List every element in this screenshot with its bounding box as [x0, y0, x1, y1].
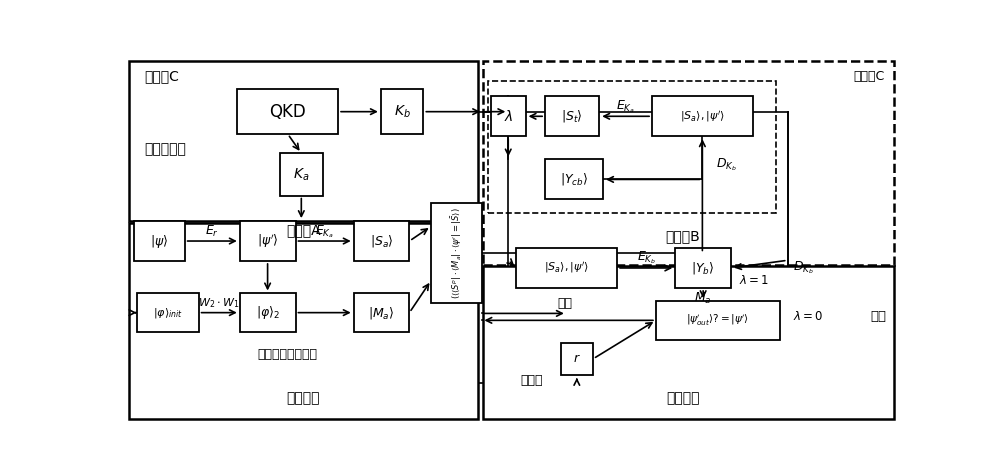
Text: $E_{K_a}$: $E_{K_a}$ [616, 98, 635, 114]
Text: $|\psi'\rangle$: $|\psi'\rangle$ [257, 232, 278, 250]
Text: 仲裁者C: 仲裁者C [853, 70, 885, 83]
Bar [545, 160, 603, 200]
Text: $\lambda=1$: $\lambda=1$ [739, 274, 769, 287]
Text: $|\varphi\rangle_2$: $|\varphi\rangle_2$ [256, 304, 280, 321]
Text: QKD: QKD [269, 103, 306, 121]
Bar [431, 203, 482, 304]
Text: $|\psi_{out}'\rangle?=|\psi'\rangle$: $|\psi_{out}'\rangle?=|\psi'\rangle$ [686, 313, 749, 328]
Bar [545, 96, 599, 136]
Text: $|S_a\rangle,|\psi'\rangle$: $|S_a\rangle,|\psi'\rangle$ [544, 260, 589, 276]
Text: $|S_a\rangle$: $|S_a\rangle$ [370, 233, 393, 249]
Bar [675, 248, 731, 288]
Bar [652, 96, 753, 136]
Bar [491, 96, 526, 136]
Text: $\lambda=0$: $\lambda=0$ [793, 310, 824, 323]
Text: 初始化阶段: 初始化阶段 [144, 142, 186, 156]
Bar [240, 221, 296, 261]
Bar [483, 61, 894, 265]
Text: $D_{K_b}$: $D_{K_b}$ [716, 157, 737, 173]
Bar [280, 153, 323, 196]
Text: $E_{K_a}$: $E_{K_a}$ [315, 224, 334, 240]
Bar [354, 294, 409, 332]
Text: $K_a$: $K_a$ [293, 166, 310, 182]
Text: $|Y_b\rangle$: $|Y_b\rangle$ [691, 260, 715, 276]
Text: $|M_a\rangle$: $|M_a\rangle$ [368, 304, 395, 321]
Text: 签名者A: 签名者A [286, 223, 321, 237]
Text: 通知: 通知 [558, 297, 573, 310]
Text: $|S_t\rangle$: $|S_t\rangle$ [561, 108, 583, 124]
Text: $|\psi\rangle$: $|\psi\rangle$ [150, 233, 169, 249]
Text: $|Y_{cb}\rangle$: $|Y_{cb}\rangle$ [560, 171, 588, 188]
Bar [134, 269, 415, 367]
Text: $W_2 \cdot W_1$: $W_2 \cdot W_1$ [198, 296, 240, 310]
Text: 验证阶段: 验证阶段 [666, 391, 700, 405]
Bar [516, 248, 617, 288]
Bar [237, 89, 338, 134]
Text: $D_{K_b}$: $D_{K_b}$ [793, 260, 814, 276]
Text: $\lambda$: $\lambda$ [504, 109, 513, 124]
Bar [240, 294, 296, 332]
Text: $|\varphi\rangle_{init}$: $|\varphi\rangle_{init}$ [153, 305, 183, 320]
Text: $E_r$: $E_r$ [205, 224, 219, 239]
Bar [381, 89, 423, 134]
Text: 公共板: 公共板 [520, 374, 543, 387]
Text: $M_a$: $M_a$ [694, 290, 712, 305]
Bar [354, 221, 409, 261]
Text: $r$: $r$ [573, 352, 581, 365]
Text: 仲裁者C: 仲裁者C [144, 69, 179, 83]
Text: $E_{K_b}$: $E_{K_b}$ [637, 250, 656, 266]
Text: 拒绝: 拒绝 [870, 310, 886, 323]
Bar [129, 223, 478, 419]
Bar [483, 266, 894, 419]
Text: $K_b$: $K_b$ [394, 104, 410, 120]
Text: 验证者B: 验证者B [666, 229, 700, 243]
Bar [561, 342, 593, 375]
Text: 签名阶段: 签名阶段 [287, 391, 320, 405]
Bar [134, 221, 185, 261]
Text: $(\langle\langle S^p|\cdot\langle M_a|\cdot\langle\psi'|=|\bar{S}\rangle)$: $(\langle\langle S^p|\cdot\langle M_a|\c… [449, 208, 464, 299]
Text: $|S_a\rangle,|\psi'\rangle$: $|S_a\rangle,|\psi'\rangle$ [680, 109, 725, 124]
Text: 量子游走隐形传输: 量子游走隐形传输 [258, 349, 318, 361]
Bar [656, 301, 780, 340]
Bar [137, 294, 199, 332]
Bar [488, 81, 776, 213]
Bar [129, 61, 478, 221]
